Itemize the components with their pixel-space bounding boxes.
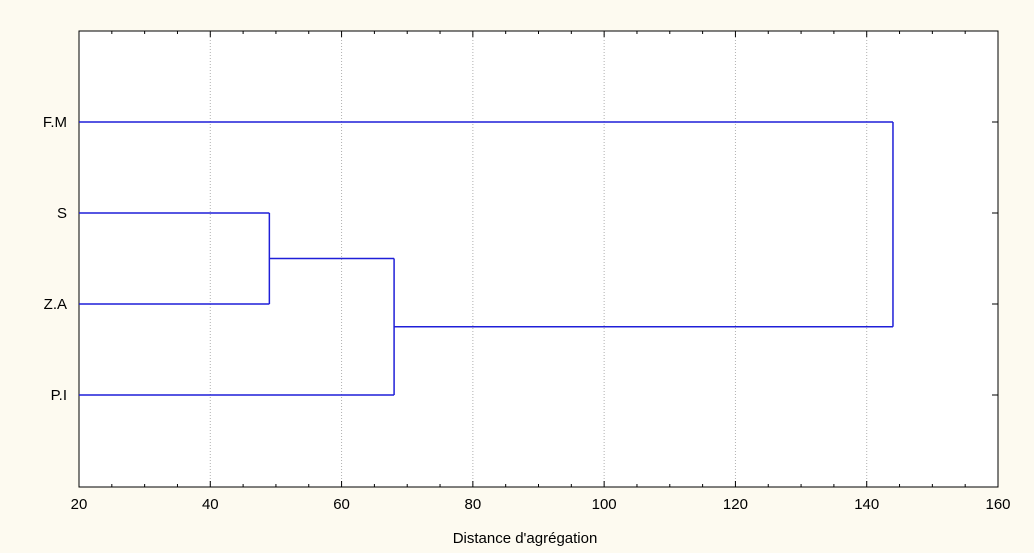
dendrogram-branches <box>79 121 894 396</box>
leaf-label: S <box>57 205 67 222</box>
x-tick-label: 140 <box>854 496 879 513</box>
x-tick-label: 160 <box>985 496 1010 513</box>
x-tick-label: 120 <box>723 496 748 513</box>
x-tick-label: 80 <box>465 496 482 513</box>
leaf-label: Z.A <box>44 296 67 313</box>
y-axis-leaf-labels: F.M S Z.A P.I <box>43 114 67 404</box>
x-axis-tick-labels: 20 40 60 80 100 120 140 160 <box>71 496 1011 513</box>
x-tick-label: 60 <box>333 496 350 513</box>
axis-ticks <box>78 31 999 487</box>
leaf-label: P.I <box>51 387 67 404</box>
x-axis-title: Distance d'agrégation <box>453 530 598 547</box>
plot-area <box>78 30 999 488</box>
x-tick-label: 40 <box>202 496 219 513</box>
x-tick-label: 100 <box>592 496 617 513</box>
x-tick-label: 20 <box>71 496 88 513</box>
leaf-label: F.M <box>43 114 67 131</box>
